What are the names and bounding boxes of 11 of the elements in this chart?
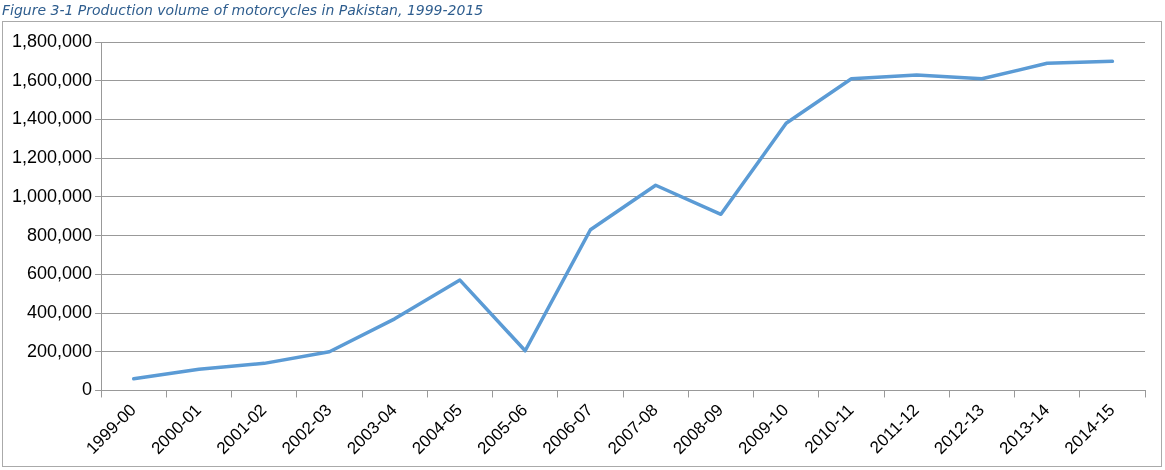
y-tick-label: 1,000,000 bbox=[12, 185, 93, 206]
y-tick-label: 400,000 bbox=[27, 301, 93, 322]
y-tick-label: 1,800,000 bbox=[12, 30, 93, 51]
y-tick-label: 1,600,000 bbox=[12, 69, 93, 90]
y-tick-label: 1,200,000 bbox=[12, 147, 93, 168]
y-tick-label: 1,400,000 bbox=[12, 108, 93, 129]
y-tick-label: 200,000 bbox=[27, 340, 93, 361]
y-tick-label: 800,000 bbox=[27, 224, 93, 245]
chart-title: Figure 3-1 Production volume of motorcycles in Pakistan, 1999-2015 bbox=[1, 1, 485, 20]
y-tick-label: 600,000 bbox=[27, 263, 93, 284]
y-tick-label: 0 bbox=[82, 379, 93, 400]
